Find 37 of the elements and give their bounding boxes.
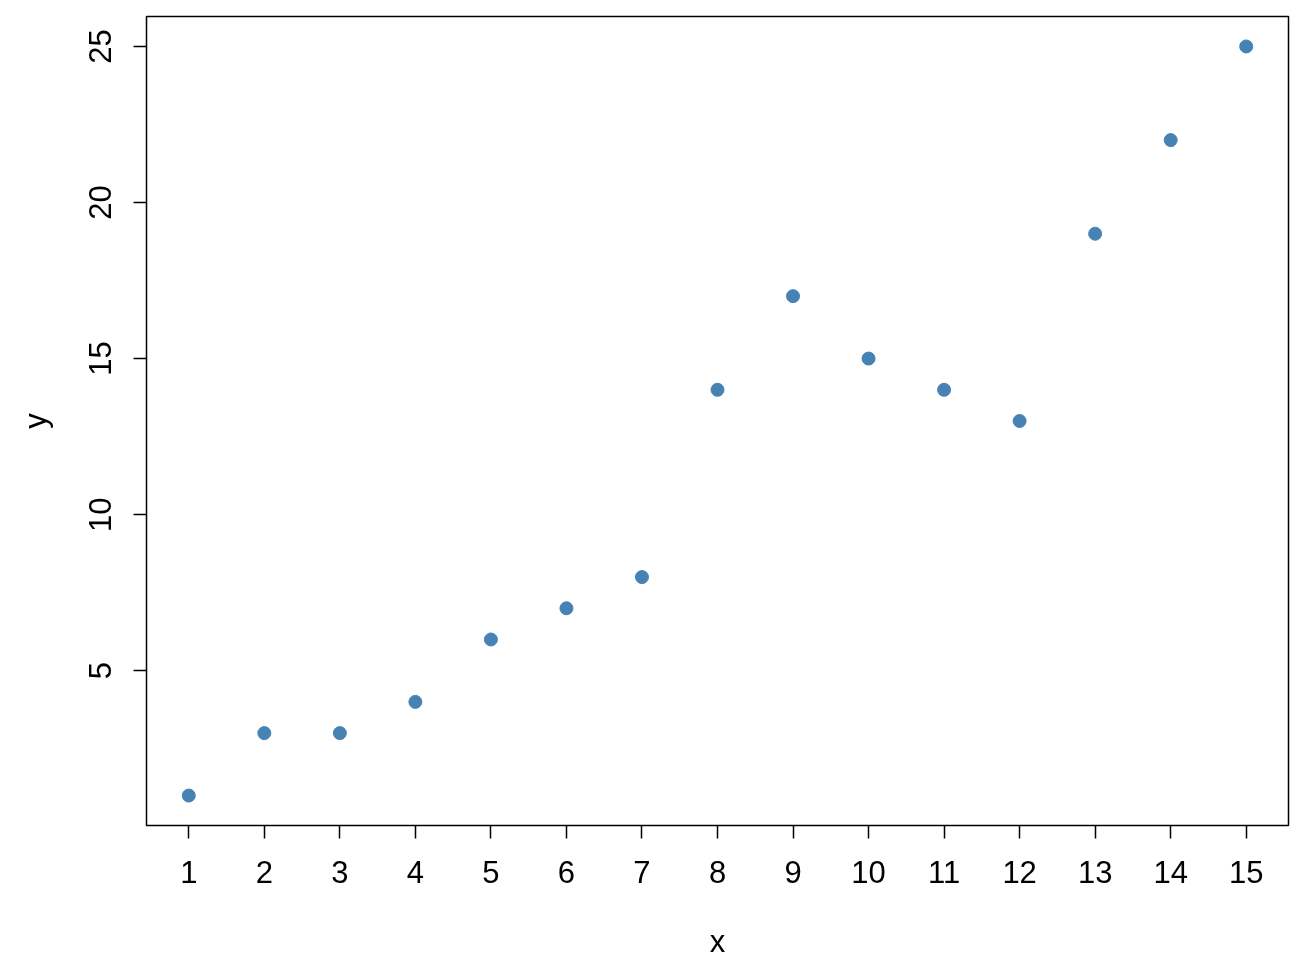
point: [786, 289, 801, 304]
y-tick-label: 25: [83, 29, 119, 64]
point: [559, 601, 574, 616]
point: [1012, 414, 1027, 428]
y-tick-label: 5: [83, 662, 119, 680]
point: [257, 726, 272, 741]
y-tick-label: 20: [83, 185, 119, 220]
point: [861, 351, 876, 366]
point: [408, 694, 423, 709]
y-axis-title: y: [17, 412, 53, 429]
x-tick-label: 5: [482, 854, 500, 890]
x-tick-label: 1: [180, 854, 198, 890]
point: [1239, 39, 1254, 54]
point: [332, 726, 347, 741]
point: [1163, 133, 1178, 148]
x-tick-label: 11: [928, 854, 961, 890]
x-tick-label: 3: [331, 854, 349, 890]
x-tick-label: 7: [633, 854, 651, 890]
x-axis-title: x: [709, 923, 726, 959]
point: [937, 382, 952, 397]
x-tick-label: 2: [255, 854, 273, 890]
x-tick-label: 10: [851, 854, 886, 890]
x-tick-label: 15: [1228, 854, 1264, 890]
x-tick-label: 6: [557, 854, 576, 890]
point: [181, 788, 196, 803]
point: [483, 632, 498, 647]
x-tick-label: 13: [1077, 854, 1113, 890]
point: [634, 570, 649, 585]
point: [710, 382, 725, 397]
y-tick-label: 15: [83, 341, 119, 376]
x-tick-label: 12: [1002, 854, 1037, 890]
y-tick-label: 10: [83, 497, 119, 532]
x-tick-label: 8: [708, 854, 727, 890]
point: [1088, 226, 1103, 241]
x-tick-label: 14: [1153, 854, 1188, 890]
x-tick-label: 9: [784, 854, 802, 890]
x-tick-label: 4: [406, 854, 425, 890]
